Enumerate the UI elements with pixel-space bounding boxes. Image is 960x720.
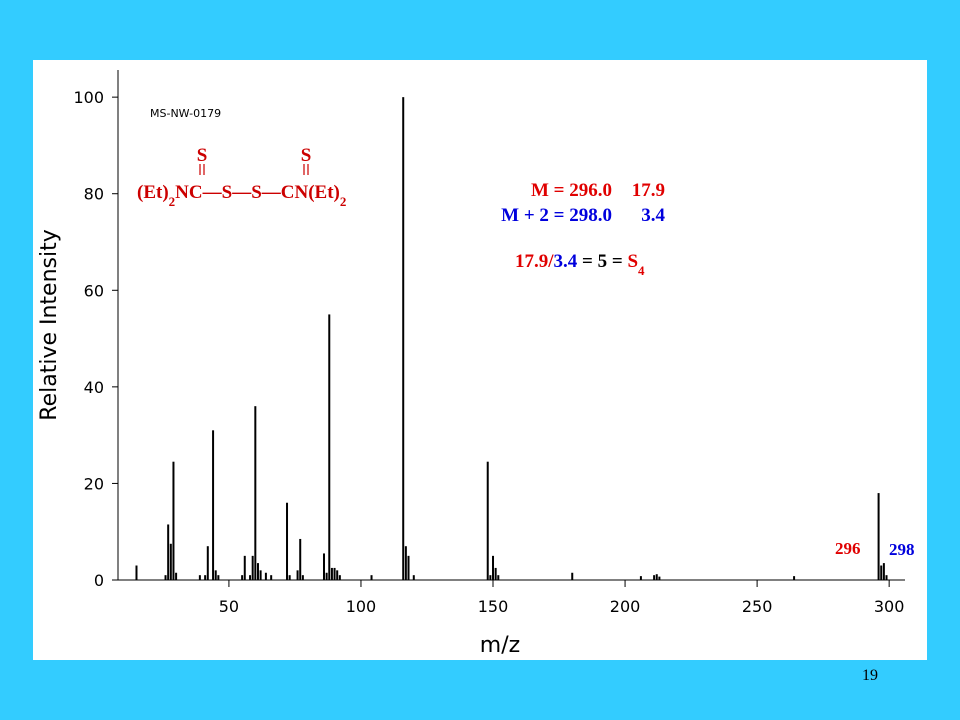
peak — [164, 575, 167, 580]
structure-formula: (Et)2NC—S—S—CN(Et)2 — [137, 182, 346, 209]
peak — [254, 406, 257, 580]
y-tick-label: 80 — [84, 185, 104, 204]
peak — [241, 575, 244, 580]
peak — [296, 570, 299, 580]
peak — [880, 565, 883, 580]
peak — [243, 555, 246, 580]
formula-part: NC — [175, 182, 202, 203]
peak — [336, 570, 339, 580]
ratio-part: S — [627, 251, 638, 272]
annotation-label: M + 2 = 298.0 — [501, 205, 612, 226]
peak — [212, 430, 215, 580]
annotation-value: 17.9 — [632, 180, 665, 201]
peak — [489, 575, 492, 580]
peak — [288, 575, 291, 580]
structure-atom: S — [197, 145, 208, 166]
peak — [135, 565, 138, 580]
y-tick-label: 20 — [84, 474, 104, 493]
x-tick-label: 250 — [742, 597, 773, 616]
peak — [175, 572, 178, 580]
peak — [492, 555, 495, 580]
peak — [167, 524, 170, 580]
peak — [325, 572, 328, 580]
x-tick-label: 200 — [610, 597, 641, 616]
ratio-part: 4 — [638, 263, 645, 278]
peak — [270, 575, 273, 580]
peak-label: 296 — [835, 539, 861, 558]
peak — [301, 575, 304, 580]
peak — [571, 572, 574, 580]
ratio-text: 17.9/3.4 = 5 = S4 — [515, 251, 645, 278]
peak — [333, 567, 336, 580]
peak — [639, 576, 642, 580]
peak — [404, 546, 407, 580]
formula-part: 2 — [169, 194, 176, 209]
page-number: 19 — [862, 667, 878, 684]
ratio-part: 17.9 — [515, 251, 548, 272]
peak-label: 298 — [889, 540, 915, 559]
annotation-label: M = 296.0 — [531, 180, 612, 201]
x-tick-label: 300 — [874, 597, 905, 616]
peak — [877, 493, 880, 580]
x-tick-label: 50 — [219, 597, 239, 616]
formula-part: 2 — [340, 194, 347, 209]
y-tick-label: 60 — [84, 281, 104, 300]
peak — [249, 575, 252, 580]
annotation-value: 3.4 — [641, 205, 665, 226]
peak — [322, 553, 325, 580]
peak — [206, 546, 209, 580]
peak — [214, 570, 217, 580]
x-axis-title: m/z — [480, 633, 520, 658]
structure-atom: S — [301, 145, 312, 166]
peak — [264, 572, 267, 580]
formula-part: S — [251, 182, 262, 203]
peak — [655, 574, 658, 580]
peak — [497, 575, 500, 580]
formula-part: — — [261, 182, 282, 203]
peak — [259, 570, 262, 580]
formula-part: — — [202, 182, 223, 203]
peak — [370, 575, 373, 580]
peak — [204, 575, 207, 580]
x-tick-label: 150 — [478, 597, 509, 616]
y-axis-title: Relative Intensity — [37, 229, 62, 420]
peak — [402, 97, 405, 581]
peak — [793, 576, 796, 580]
peak — [328, 314, 331, 580]
peak — [251, 555, 254, 580]
ratio-part: / — [547, 251, 554, 272]
y-tick-label: 0 — [94, 571, 104, 590]
peak — [299, 538, 302, 580]
peak — [256, 563, 259, 580]
chart-panel — [33, 60, 927, 660]
peak — [653, 575, 656, 580]
peak — [338, 575, 341, 580]
peak — [658, 576, 661, 580]
y-tick-label: 100 — [73, 88, 104, 107]
ratio-part: = 5 = — [577, 251, 627, 272]
peak — [172, 461, 175, 580]
formula-part: (Et) — [137, 182, 169, 203]
peak — [286, 502, 289, 580]
peak — [885, 575, 888, 580]
x-tick-label: 100 — [346, 597, 377, 616]
peak — [217, 575, 220, 580]
peak — [407, 555, 410, 580]
y-tick-label: 40 — [84, 378, 104, 397]
peak — [494, 567, 497, 580]
peak — [169, 543, 172, 580]
spectrum-id: MS-NW-0179 — [150, 107, 221, 120]
peak — [882, 563, 885, 580]
peak — [198, 575, 201, 580]
peak — [486, 461, 489, 580]
double-bond-marks — [199, 164, 309, 175]
ratio-part: 3.4 — [554, 251, 578, 272]
peak — [330, 567, 333, 580]
peak — [412, 575, 415, 580]
formula-part: S — [222, 182, 233, 203]
formula-part: CN(Et) — [281, 182, 340, 203]
formula-part: — — [231, 182, 252, 203]
